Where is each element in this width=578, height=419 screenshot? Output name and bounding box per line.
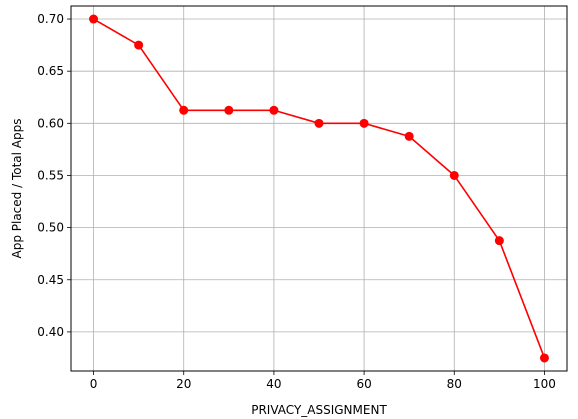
- y-tick-label: 0.45: [37, 273, 64, 287]
- y-tick-label: 0.70: [37, 12, 64, 26]
- data-point: [224, 105, 234, 115]
- y-tick-label: 0.50: [37, 221, 64, 235]
- axis-ticks: 0 20 40 60 80 100 0.40 0.45 0.50 0.55 0.60 0.65 0.70: [37, 12, 556, 391]
- y-tick-label: 0.40: [37, 325, 64, 339]
- x-tick-label: 80: [447, 377, 462, 391]
- data-point: [314, 118, 324, 128]
- x-tick-label: 0: [90, 377, 98, 391]
- x-tick-label: 100: [533, 377, 556, 391]
- data-point: [359, 118, 369, 128]
- y-axis-label: App Placed / Total Apps: [10, 119, 24, 259]
- plot-frame: [70, 5, 568, 372]
- grid-lines: [71, 6, 567, 371]
- data-point: [134, 40, 144, 50]
- data-point: [539, 353, 549, 363]
- x-tick-label: 60: [356, 377, 371, 391]
- data-point: [404, 131, 414, 141]
- data-point: [494, 236, 504, 246]
- x-axis-label: PRIVACY_ASSIGNMENT: [251, 403, 387, 417]
- data-point: [449, 170, 459, 180]
- data-point: [179, 105, 189, 115]
- x-tick-label: 20: [176, 377, 191, 391]
- y-tick-label: 0.55: [37, 168, 64, 182]
- data-point: [89, 14, 99, 24]
- x-tick-label: 40: [266, 377, 281, 391]
- data-point: [269, 105, 279, 115]
- y-tick-label: 0.65: [37, 64, 64, 78]
- y-tick-label: 0.60: [37, 116, 64, 130]
- data-series: [89, 14, 549, 363]
